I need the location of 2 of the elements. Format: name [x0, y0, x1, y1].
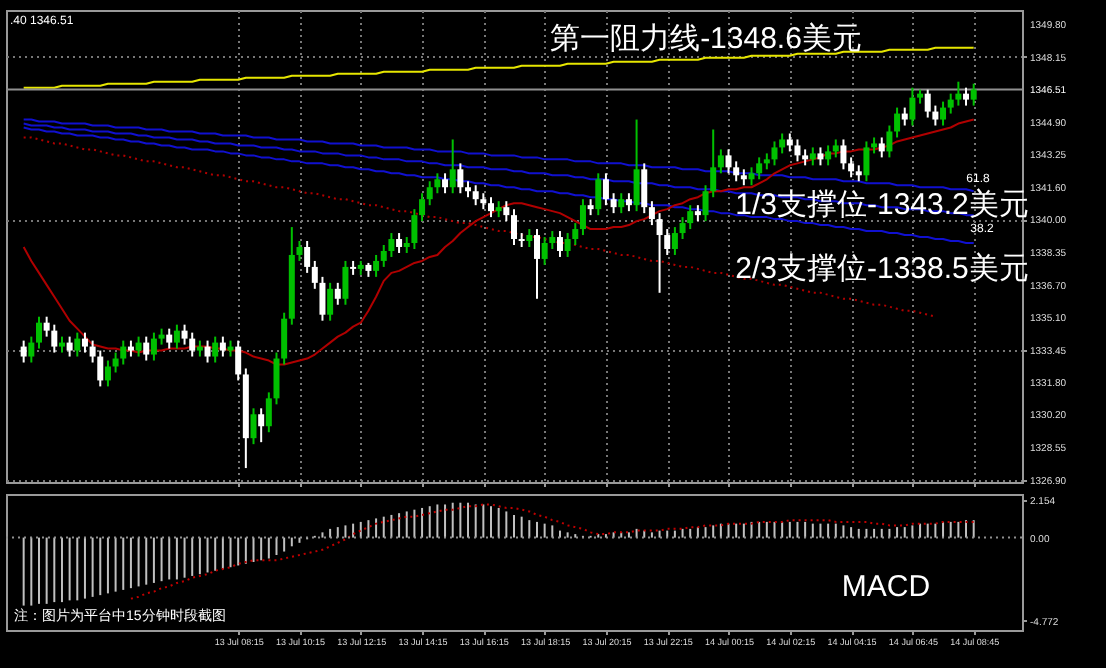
- annotation: 第一阻力线-1348.6美元: [550, 22, 862, 56]
- annotation: MACD: [841, 570, 931, 604]
